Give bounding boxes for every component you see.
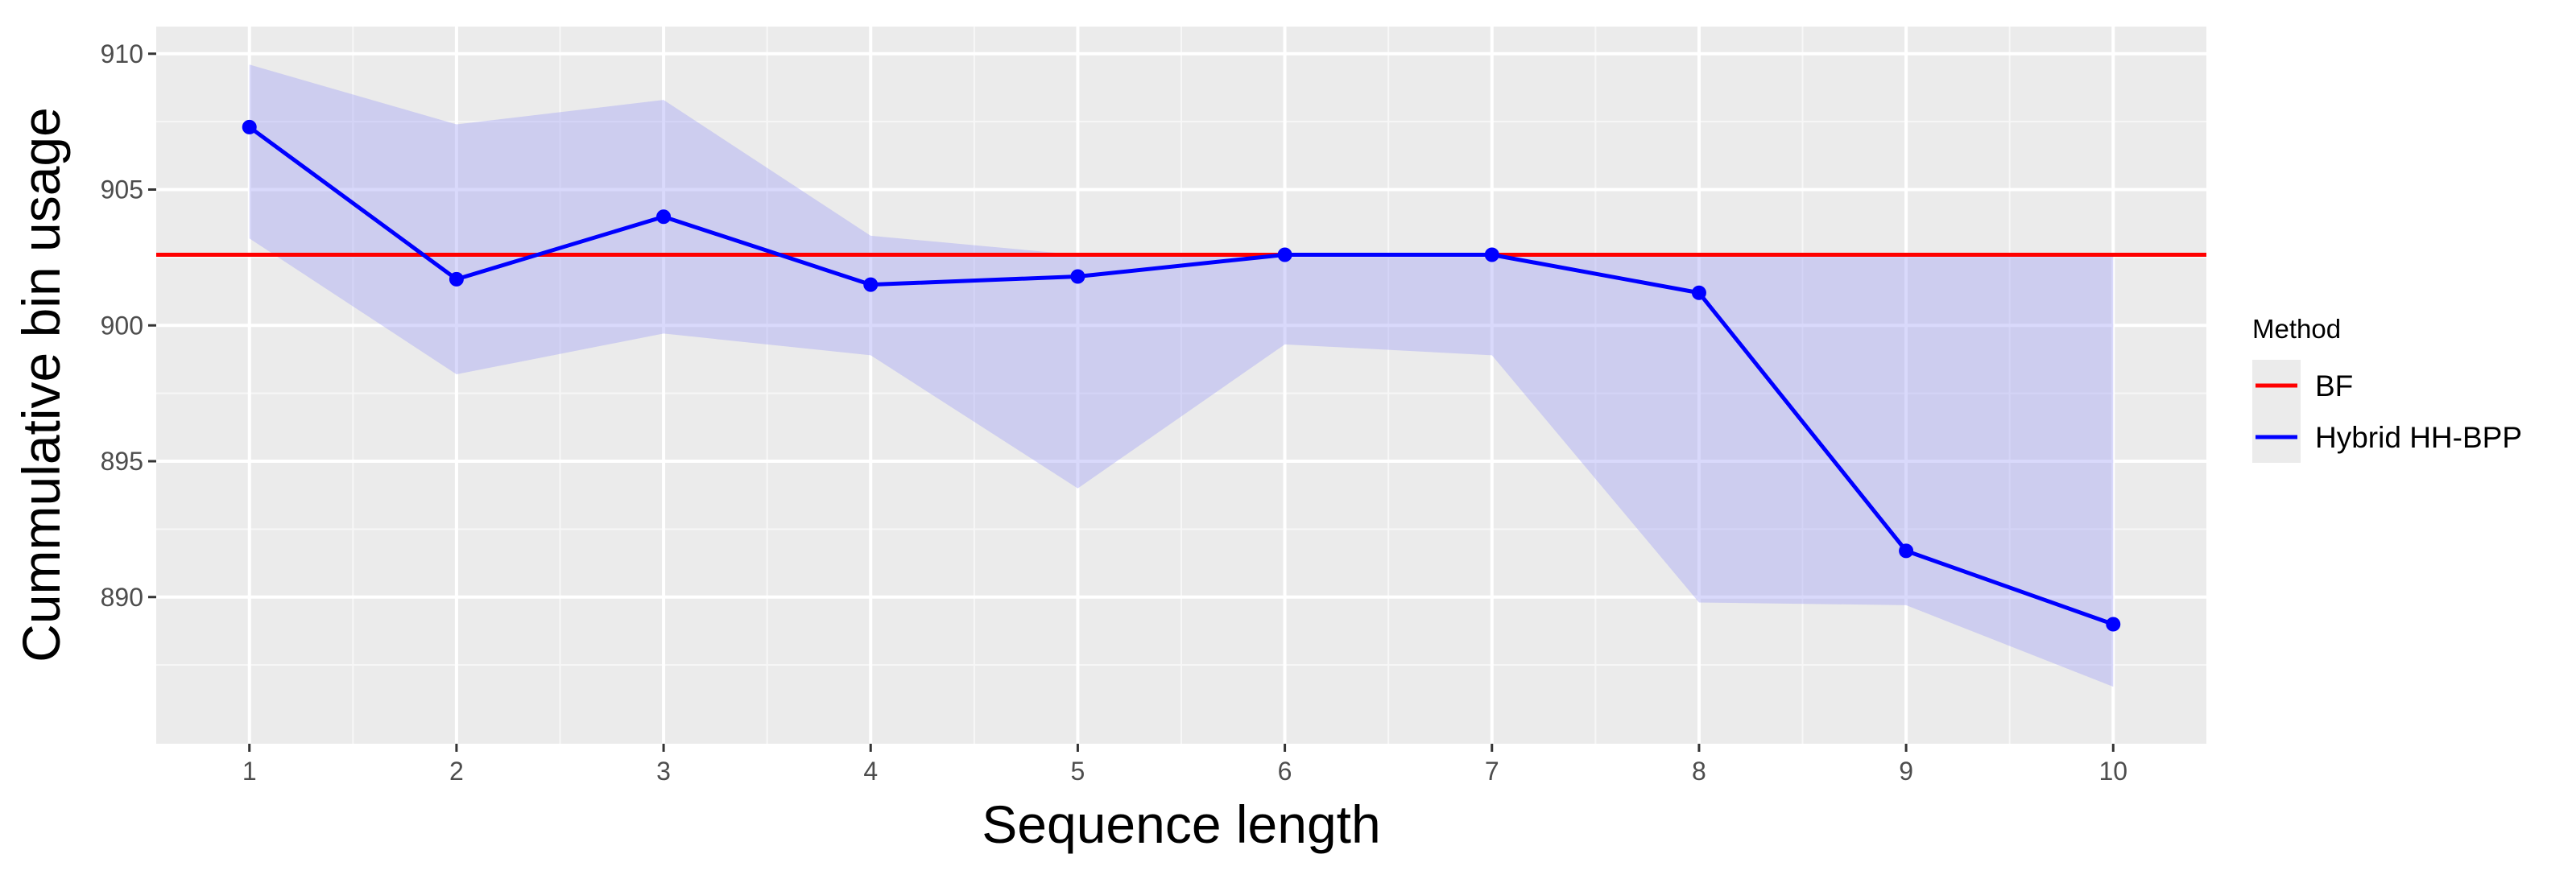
- hybrid-hh-bpp-point: [1899, 543, 1914, 559]
- y-axis-ticks: 890 895 900 905 910: [101, 39, 156, 612]
- hybrid-hh-bpp-point: [242, 119, 257, 134]
- legend-label: BF: [2315, 369, 2353, 402]
- hybrid-hh-bpp-point: [1070, 269, 1085, 284]
- y-axis-title: Cummulative bin usage: [11, 107, 71, 662]
- y-tick-label: 890: [101, 583, 143, 612]
- hybrid-hh-bpp-point: [656, 209, 672, 225]
- x-axis-ticks: 1 2 3 4 5 6 7 8 9 10: [242, 744, 2127, 786]
- legend-title: Method: [2252, 314, 2341, 344]
- x-tick-label: 5: [1071, 757, 1085, 786]
- x-tick-label: 2: [449, 757, 464, 786]
- hybrid-hh-bpp-point: [2106, 617, 2121, 632]
- grid-major: [156, 27, 2206, 744]
- x-axis-title: Sequence length: [982, 794, 1380, 854]
- x-tick-label: 1: [242, 757, 257, 786]
- hybrid-hh-bpp-point: [449, 271, 464, 287]
- confidence-band: [249, 64, 2114, 687]
- x-tick-label: 4: [863, 757, 878, 786]
- y-tick-label: 895: [101, 447, 143, 476]
- legend: Method BF Hybrid HH-BPP: [2252, 314, 2522, 463]
- x-tick-label: 7: [1485, 757, 1499, 786]
- x-tick-label: 8: [1692, 757, 1706, 786]
- hybrid-hh-bpp-line: [248, 125, 2115, 626]
- y-tick-label: 910: [101, 39, 143, 68]
- hybrid-hh-bpp-point: [863, 277, 879, 292]
- series-line-layer: [156, 125, 2206, 626]
- hybrid-hh-bpp-point: [1691, 285, 1706, 300]
- grid-minor: [156, 27, 2206, 744]
- y-tick-label: 905: [101, 175, 143, 204]
- y-tick-label: 900: [101, 311, 143, 340]
- hybrid-hh-bpp-point: [1277, 247, 1292, 262]
- x-tick-label: 9: [1899, 757, 1913, 786]
- x-tick-label: 10: [2098, 757, 2127, 786]
- confidence-band-layer: [249, 64, 2114, 687]
- legend-label: Hybrid HH-BPP: [2315, 421, 2522, 454]
- x-tick-label: 3: [656, 757, 671, 786]
- hybrid-hh-bpp-point: [1484, 247, 1499, 262]
- legend-items: BF Hybrid HH-BPP: [2252, 360, 2522, 463]
- x-tick-label: 6: [1278, 757, 1292, 786]
- series-point-layer: [242, 119, 2121, 632]
